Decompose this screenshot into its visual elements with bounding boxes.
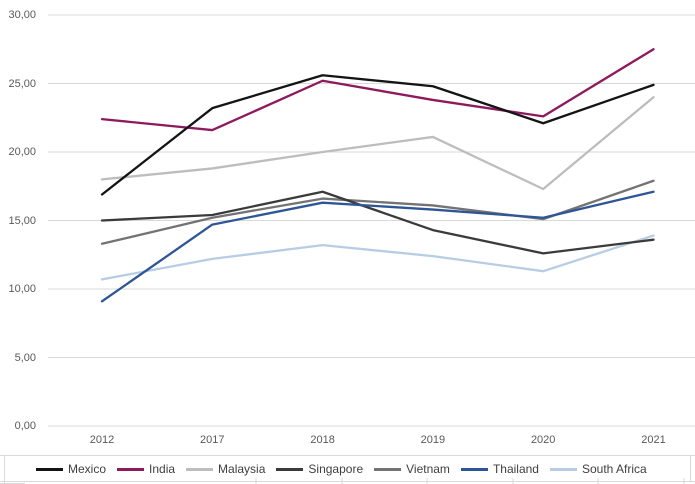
y-tick-label: 5,00 [14,351,36,364]
series-line-singapore [100,190,655,255]
legend-item-malaysia: Malaysia [186,462,265,476]
legend-swatch-icon [460,467,488,471]
x-tick-label: 2019 [420,434,446,446]
x-tick-label: 2020 [530,434,556,446]
series-line-thailand [100,190,655,303]
legend-swatch-icon [186,467,214,471]
legend-label: South Africa [581,462,647,476]
legend-item-vietnam: Vietnam [374,462,450,476]
legend-label: Malaysia [218,462,266,476]
y-tick-label: 0,00 [14,420,36,432]
legend-item-thailand: Thailand [460,462,539,476]
legend-item-south-africa: South Africa [549,462,647,476]
y-tick-label: 20,00 [8,146,36,158]
x-tick-label: 2012 [89,434,115,446]
legend-swatch-icon [549,467,577,471]
series-line-india [100,48,655,132]
legend-item-india: India [117,462,175,476]
legend-swatch-icon [117,467,145,471]
legend-item-mexico: Mexico [36,462,106,476]
legend-swatch-icon [374,467,402,471]
series-line-south-africa [100,234,655,281]
x-tick-label: 2017 [200,434,225,446]
legend-label: Vietnam [406,462,450,476]
legend-item-singapore: Singapore [276,462,363,476]
legend-label: Thailand [492,462,539,476]
legend: Mexico India Malaysia Singapore Vietnam Thail… [36,461,647,477]
legend-label: Mexico [68,462,107,476]
legend-swatch-icon [276,467,304,471]
legend-swatch-icon [36,467,63,471]
x-tick-label: 2021 [641,434,666,446]
y-tick-label: 15,00 [8,214,36,227]
series-line-mexico [100,74,655,196]
y-tick-label: 25,00 [8,77,36,90]
x-tick-label: 2018 [310,434,335,446]
y-tick-label: 30,00 [8,9,36,21]
series-line-malaysia [100,96,655,191]
y-tick-label: 10,00 [8,283,36,295]
legend-label: Singapore [308,462,364,476]
legend-label: India [149,462,176,476]
